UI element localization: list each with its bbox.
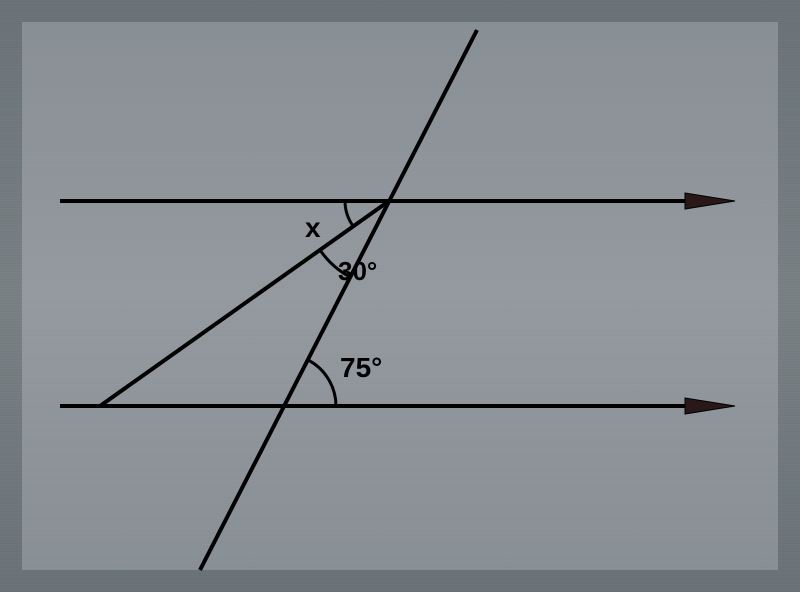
arrow-top: [685, 193, 735, 209]
geometry-diagram: [0, 0, 800, 592]
arrow-bottom: [685, 398, 735, 414]
angle-arc-x: [345, 201, 353, 226]
angle-arc-75: [308, 360, 336, 406]
angle-label-75: 75°: [340, 352, 382, 384]
transversal-line: [200, 30, 477, 570]
angle-label-30: 30°: [338, 256, 377, 287]
angle-label-x: x: [305, 212, 321, 244]
